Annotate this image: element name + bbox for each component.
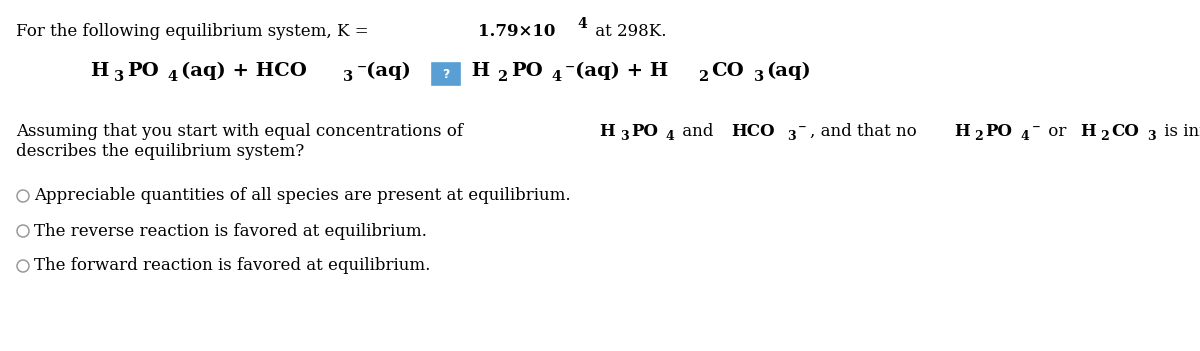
FancyBboxPatch shape: [432, 63, 460, 85]
Text: (aq) + HCO: (aq) + HCO: [181, 62, 307, 80]
Text: 3: 3: [620, 130, 629, 143]
Text: , and that no: , and that no: [810, 123, 922, 140]
Text: 4: 4: [666, 130, 674, 143]
Text: at 298K.: at 298K.: [590, 23, 667, 40]
Text: PO: PO: [511, 62, 542, 80]
Text: CO: CO: [712, 62, 744, 80]
Text: 4: 4: [168, 70, 178, 84]
Text: 4: 4: [1020, 130, 1030, 143]
Text: 4: 4: [552, 70, 562, 84]
Text: (aq): (aq): [767, 62, 811, 80]
Text: 3: 3: [114, 70, 124, 84]
Text: H: H: [600, 123, 616, 140]
Text: PO: PO: [985, 123, 1013, 140]
Text: PO: PO: [631, 123, 658, 140]
Text: ⁻(aq) + H: ⁻(aq) + H: [565, 62, 668, 80]
Text: 2: 2: [974, 130, 983, 143]
Text: is initially present, which of the following b: is initially present, which of the follo…: [1159, 123, 1200, 140]
Text: For the following equilibrium system, K =: For the following equilibrium system, K …: [16, 23, 374, 40]
Text: H: H: [954, 123, 970, 140]
Text: H: H: [466, 62, 491, 80]
Text: Assuming that you start with equal concentrations of: Assuming that you start with equal conce…: [16, 123, 468, 140]
Text: H: H: [1080, 123, 1096, 140]
Text: The reverse reaction is favored at equilibrium.: The reverse reaction is favored at equil…: [34, 223, 427, 239]
Text: 3: 3: [787, 130, 796, 143]
Text: PO: PO: [127, 62, 158, 80]
Text: describes the equilibrium system?: describes the equilibrium system?: [16, 143, 305, 160]
Text: H: H: [90, 62, 108, 80]
Text: or: or: [1043, 123, 1072, 140]
Text: Appreciable quantities of all species are present at equilibrium.: Appreciable quantities of all species ar…: [34, 187, 571, 205]
Text: ?: ?: [443, 67, 450, 80]
Text: ⁻: ⁻: [1032, 123, 1040, 140]
Text: 1.79×10: 1.79×10: [478, 23, 556, 40]
Text: 3: 3: [754, 70, 763, 84]
Text: 3: 3: [1147, 130, 1157, 143]
Text: The forward reaction is favored at equilibrium.: The forward reaction is favored at equil…: [34, 258, 431, 274]
Text: HCO: HCO: [731, 123, 774, 140]
Text: and: and: [677, 123, 719, 140]
Text: ⁻(aq): ⁻(aq): [356, 62, 412, 80]
Text: 2: 2: [1100, 130, 1109, 143]
Text: 3: 3: [343, 70, 353, 84]
Text: ⁻: ⁻: [798, 123, 808, 140]
Text: 2: 2: [698, 70, 708, 84]
Text: 2: 2: [498, 70, 508, 84]
Text: 4: 4: [577, 17, 587, 31]
Text: CO: CO: [1111, 123, 1140, 140]
